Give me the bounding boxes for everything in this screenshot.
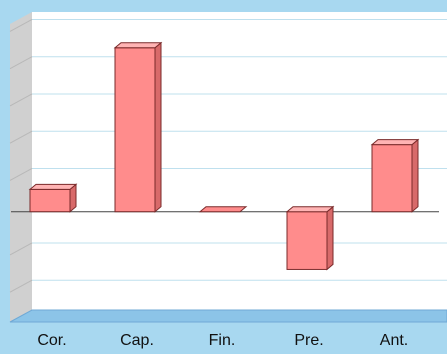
bar [198,206,248,213]
bar [28,183,78,213]
bar-front [286,211,328,270]
bar-front [29,188,71,213]
gridlines [9,18,447,293]
bar-top [285,206,335,213]
bar-side [411,138,419,213]
bar-front [114,47,156,213]
bar [285,205,335,271]
gridline-side [9,93,33,107]
x-tick-label: Pre. [294,332,323,349]
bar-top [113,42,163,49]
chart-floor [9,309,447,323]
x-tick-label: Ant. [380,332,408,349]
gridline-side [9,279,33,293]
bar [113,41,163,213]
bar-front [371,144,413,213]
gridline-side [9,168,33,181]
chart-side-wall [10,12,32,322]
x-tick-label: Fin. [209,332,236,349]
bars [28,41,420,271]
gridline-side [9,130,33,144]
x-axis-labels: Cor. Cap. Fin. Pre. Ant. [37,332,408,349]
gridline-side [9,56,33,70]
bar [370,138,420,213]
x-tick-label: Cap. [120,332,154,349]
bar-top [370,139,420,146]
gridline-side [9,19,33,32]
x-tick-label: Cor. [37,332,66,349]
bar-flat [198,206,248,213]
gridline-side [9,242,33,256]
bar-side [326,205,334,271]
bar-side [154,41,162,213]
bar-top [28,183,78,190]
